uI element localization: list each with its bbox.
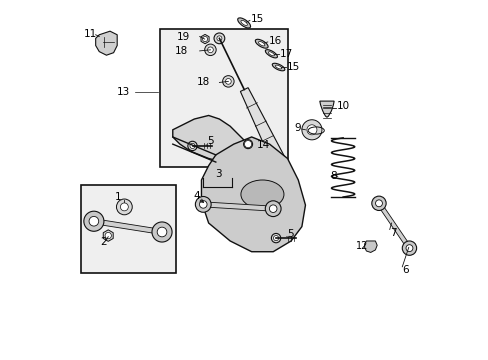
Ellipse shape: [237, 18, 250, 28]
Polygon shape: [240, 88, 285, 163]
Circle shape: [265, 201, 281, 217]
Ellipse shape: [241, 21, 247, 26]
Circle shape: [371, 196, 386, 211]
Circle shape: [273, 235, 278, 240]
Text: 15: 15: [286, 62, 300, 72]
Ellipse shape: [265, 50, 277, 58]
Text: 16: 16: [268, 36, 282, 46]
Text: 10: 10: [336, 102, 349, 112]
Circle shape: [157, 227, 166, 237]
Text: 18: 18: [174, 46, 187, 56]
Text: 13: 13: [117, 87, 130, 97]
Circle shape: [83, 211, 104, 231]
Text: 19: 19: [176, 32, 189, 41]
Circle shape: [375, 200, 382, 207]
Polygon shape: [201, 35, 209, 44]
Text: 12: 12: [355, 241, 367, 251]
Circle shape: [116, 199, 132, 215]
Circle shape: [204, 44, 216, 55]
Ellipse shape: [243, 140, 252, 149]
Circle shape: [199, 201, 206, 208]
Text: 1: 1: [115, 192, 122, 202]
Circle shape: [275, 157, 281, 163]
Text: 15: 15: [250, 14, 264, 24]
Ellipse shape: [241, 180, 284, 209]
Ellipse shape: [258, 41, 264, 46]
Circle shape: [105, 233, 111, 239]
Polygon shape: [201, 137, 305, 252]
Circle shape: [402, 241, 416, 255]
Text: 11: 11: [83, 29, 97, 39]
Ellipse shape: [272, 63, 285, 71]
Circle shape: [120, 203, 128, 211]
Text: 4: 4: [193, 191, 200, 201]
Text: 17: 17: [279, 49, 292, 59]
Circle shape: [207, 47, 213, 53]
Circle shape: [152, 222, 172, 242]
Circle shape: [271, 233, 280, 243]
Ellipse shape: [275, 65, 281, 69]
Circle shape: [222, 76, 234, 87]
Circle shape: [269, 205, 276, 212]
Polygon shape: [319, 101, 333, 117]
Circle shape: [214, 33, 224, 44]
Polygon shape: [203, 202, 273, 211]
Text: 2: 2: [100, 237, 106, 247]
Circle shape: [217, 36, 222, 41]
Text: 5: 5: [206, 136, 213, 146]
Text: 3: 3: [215, 168, 221, 179]
Text: 9: 9: [294, 123, 301, 133]
Circle shape: [89, 216, 99, 226]
Text: 18: 18: [196, 77, 210, 87]
Polygon shape: [364, 241, 376, 252]
Circle shape: [301, 120, 321, 140]
Ellipse shape: [255, 39, 267, 48]
Polygon shape: [376, 202, 410, 249]
Ellipse shape: [268, 52, 274, 56]
Text: 8: 8: [330, 171, 337, 181]
Text: 5: 5: [287, 229, 294, 239]
Bar: [81, 185, 176, 273]
Polygon shape: [96, 31, 117, 55]
Circle shape: [271, 154, 285, 167]
Circle shape: [405, 245, 412, 252]
Text: 6: 6: [402, 265, 408, 275]
Circle shape: [244, 140, 251, 148]
Circle shape: [187, 141, 197, 150]
Polygon shape: [103, 230, 113, 241]
Circle shape: [202, 36, 207, 42]
Circle shape: [195, 197, 211, 212]
Circle shape: [306, 125, 316, 135]
Circle shape: [189, 143, 195, 148]
Text: 7: 7: [389, 228, 396, 238]
Polygon shape: [93, 219, 162, 234]
Bar: [160, 30, 287, 167]
Text: 14: 14: [257, 140, 270, 150]
Polygon shape: [172, 116, 244, 162]
Circle shape: [225, 78, 231, 84]
